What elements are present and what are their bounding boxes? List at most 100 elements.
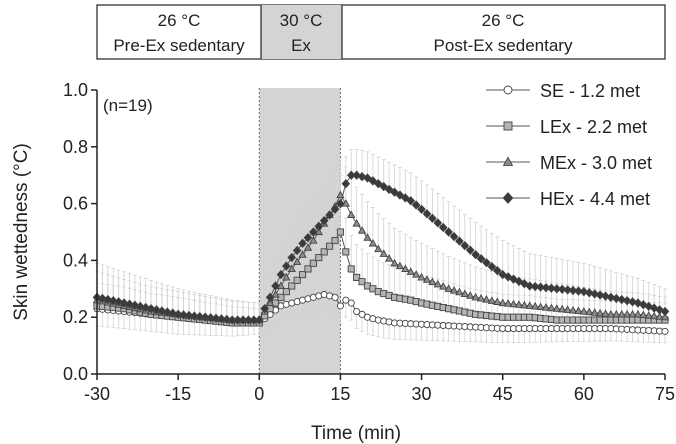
data-point-diamond (611, 293, 621, 304)
data-point-diamond (460, 240, 470, 251)
data-point-diamond (660, 306, 670, 317)
data-point-diamond (482, 257, 491, 268)
data-point-triangle (547, 303, 556, 312)
data-point-triangle (660, 312, 670, 321)
data-point-triangle (455, 287, 464, 296)
data-point-diamond (98, 293, 107, 304)
y-tick-label: 0.6 (63, 194, 88, 214)
data-point-diamond (487, 261, 497, 272)
phase-ex-temp: 30 °C (280, 11, 323, 30)
data-point-diamond (206, 313, 215, 323)
data-point-diamond (260, 303, 270, 314)
data-point-triangle (439, 282, 448, 290)
data-point-diamond (303, 232, 313, 243)
x-axis-label: Time (min) (311, 423, 401, 444)
y-tick-label: 0.4 (63, 250, 88, 270)
data-point-triangle (552, 304, 561, 312)
data-point-diamond (639, 300, 648, 310)
data-point-triangle (487, 296, 497, 304)
data-point-diamond (433, 218, 443, 228)
phase-pre-temp: 26 °C (158, 11, 201, 30)
data-point-square (347, 265, 355, 273)
data-point-triangle (644, 310, 653, 319)
data-point-triangle (384, 254, 394, 262)
data-point-triangle (639, 310, 648, 319)
data-point-circle (336, 302, 344, 310)
data-point-triangle (514, 300, 524, 308)
data-point-triangle (558, 304, 567, 313)
data-point-diamond (536, 282, 545, 292)
data-point-diamond (298, 238, 307, 249)
x-ticks: -30 -15 0 15 30 45 60 75 (84, 374, 675, 404)
data-point-square (358, 278, 366, 286)
data-point-square (342, 248, 350, 256)
data-point-triangle (622, 309, 632, 318)
data-point-triangle (536, 302, 545, 311)
data-point-diamond (119, 298, 129, 308)
data-point-circle (347, 299, 355, 307)
data-point-diamond (628, 297, 637, 307)
data-point-diamond (428, 213, 437, 224)
phase-header: 26 °C Pre-Ex sedentary 30 °C Ex 26 °C Po… (96, 4, 666, 60)
data-point-triangle (650, 311, 659, 320)
data-point-diamond (568, 285, 578, 296)
data-point-triangle (655, 312, 664, 320)
data-point-triangle (503, 299, 513, 307)
axes: -30 -15 0 15 30 45 60 75 0.0 0.2 0.4 0.6 0.8 1.0 (63, 80, 675, 404)
data-point-triangle (282, 272, 291, 281)
data-point-diamond (352, 170, 361, 180)
data-point-diamond (135, 301, 145, 312)
data-point-diamond (168, 308, 178, 318)
data-point-square (282, 288, 290, 296)
data-point-diamond (455, 236, 464, 246)
data-point-triangle (352, 218, 361, 227)
data-point-diamond (503, 272, 513, 282)
series-line-triangle (96, 194, 666, 321)
data-point-diamond (401, 193, 410, 203)
data-point-diamond (406, 196, 416, 206)
data-point-triangle (395, 261, 405, 270)
data-point-diamond (319, 215, 329, 226)
data-point-triangle (406, 267, 415, 275)
data-point-triangle (309, 236, 318, 244)
data-point-triangle (401, 264, 410, 273)
data-point-triangle (568, 305, 578, 314)
data-point-diamond (492, 265, 502, 276)
data-point-triangle (444, 284, 453, 292)
data-point-triangle (390, 258, 399, 267)
data-point-triangle (411, 270, 421, 278)
data-point-diamond (644, 301, 654, 312)
data-point-diamond (195, 311, 205, 322)
data-point-triangle (595, 308, 605, 317)
data-point-diamond (217, 314, 226, 324)
data-point-triangle (433, 279, 442, 288)
data-point-triangle (482, 295, 491, 303)
data-point-diamond (622, 296, 632, 306)
data-point-diamond (557, 284, 567, 295)
data-point-triangle (498, 298, 507, 307)
y-tick-label: 0.0 (63, 364, 88, 384)
data-point-diamond (465, 245, 475, 255)
x-tick-label: -15 (165, 384, 191, 404)
data-point-triangle (271, 289, 280, 298)
data-point-square (315, 254, 323, 262)
phase-post-temp: 26 °C (482, 11, 525, 30)
data-point-diamond (601, 291, 610, 301)
data-point-diamond (222, 314, 232, 325)
data-point-diamond (292, 245, 302, 256)
data-point-diamond (633, 298, 643, 308)
phase-post-label: Post-Ex sedentary (434, 36, 573, 55)
legend: SE - 1.2 met LEx - 2.2 met MEx - 3.0 met HE… (486, 81, 652, 209)
data-point-circle (661, 327, 669, 335)
data-point-triangle (449, 286, 459, 294)
x-tick-label: 30 (412, 384, 432, 404)
data-point-diamond (287, 252, 297, 263)
legend-label: MEx - 3.0 met (540, 153, 652, 173)
data-point-diamond (282, 261, 291, 271)
data-point-diamond (444, 227, 453, 237)
exercise-shaded-region (259, 88, 341, 374)
data-point-diamond (309, 227, 318, 237)
data-point-triangle (466, 291, 475, 299)
data-point-diamond (141, 302, 151, 313)
